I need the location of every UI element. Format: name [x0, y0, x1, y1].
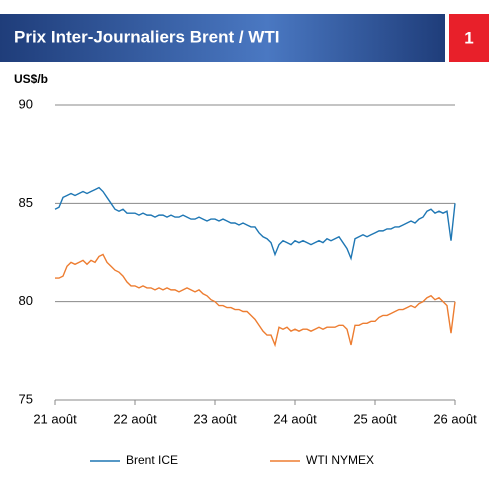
y-tick-label: 90 [19, 96, 33, 111]
legend-label: WTI NYMEX [306, 453, 374, 467]
badge-box [449, 14, 489, 62]
legend-label: Brent ICE [126, 453, 178, 467]
x-tick-label: 26 août [433, 411, 477, 426]
x-tick-label: 23 août [193, 411, 237, 426]
x-tick-label: 25 août [353, 411, 397, 426]
y-axis-label: US$/b [14, 72, 48, 86]
badge: 1 [464, 28, 473, 47]
y-tick-label: 85 [19, 195, 33, 210]
header-banner [0, 14, 445, 62]
x-tick-label: 24 août [273, 411, 317, 426]
x-tick-label: 22 août [113, 411, 157, 426]
x-tick-label: 21 août [33, 411, 77, 426]
y-tick-label: 75 [19, 391, 33, 406]
series-line [54, 186, 456, 261]
y-tick-label: 80 [19, 293, 33, 308]
series-line [55, 253, 456, 348]
chart-title: Prix Inter-Journaliers Brent / WTI [14, 27, 279, 46]
